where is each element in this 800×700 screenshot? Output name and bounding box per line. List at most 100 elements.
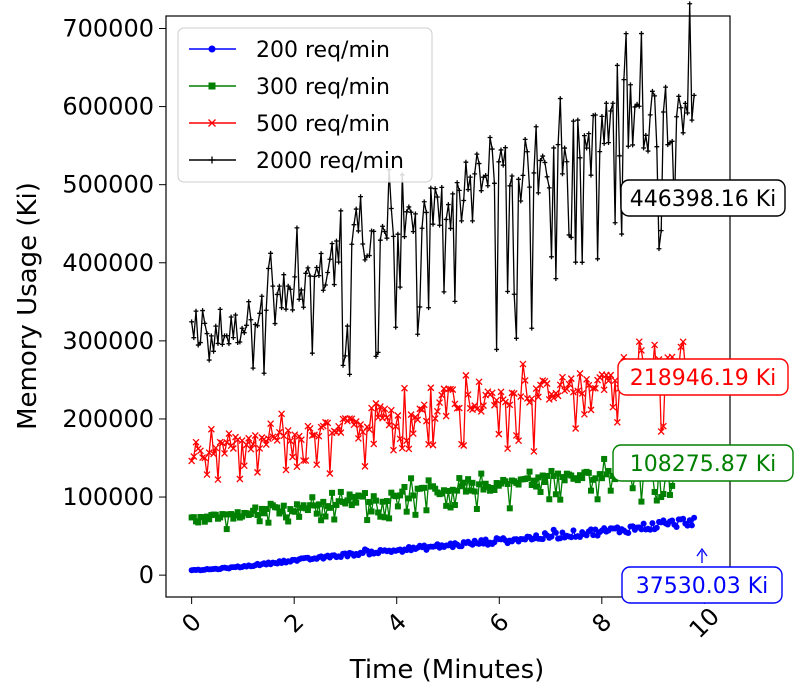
data-point [401, 483, 408, 490]
data-point [375, 509, 382, 516]
data-point [461, 198, 467, 203]
data-point [250, 365, 256, 371]
x-tick-label: 2 [279, 608, 310, 639]
data-point [660, 109, 666, 115]
data-point [645, 148, 651, 154]
data-point [322, 418, 329, 426]
data-point [542, 160, 548, 165]
data-point [397, 492, 404, 499]
data-point [559, 474, 566, 481]
data-point [564, 159, 570, 165]
data-point [257, 310, 263, 316]
data-point [208, 333, 214, 339]
data-point [548, 533, 555, 540]
data-point [442, 412, 450, 420]
data-point [348, 415, 356, 423]
data-point [592, 112, 598, 118]
data-point [549, 254, 554, 260]
data-point [395, 231, 401, 237]
data-point [377, 237, 383, 243]
data-point [555, 470, 562, 477]
data-point [568, 235, 574, 240]
data-point [336, 259, 342, 265]
data-point [224, 333, 230, 339]
data-point [297, 436, 305, 444]
data-point [290, 307, 295, 313]
data-point [588, 172, 594, 178]
data-point [489, 146, 495, 152]
data-point [298, 287, 304, 293]
data-point [248, 317, 254, 323]
data-point [529, 325, 535, 331]
data-point [364, 517, 371, 524]
data-point [405, 445, 413, 453]
data-point [651, 341, 659, 349]
data-point [501, 398, 509, 406]
data-point [445, 202, 451, 207]
data-point [259, 293, 265, 299]
data-point [320, 498, 327, 505]
x-tick-label: 6 [484, 608, 515, 639]
data-point [658, 494, 665, 501]
data-point [581, 133, 587, 139]
data-point [306, 424, 314, 432]
series-500-req-min [188, 338, 698, 483]
data-point [636, 103, 642, 109]
data-point [459, 218, 464, 224]
data-point [687, 1, 693, 7]
annotation-0: 37530.03 Ki [621, 566, 783, 604]
data-point [386, 515, 393, 522]
data-point [252, 504, 259, 511]
data-point [628, 82, 633, 88]
data-point [291, 508, 298, 515]
data-point [214, 476, 222, 483]
data-point [592, 475, 599, 482]
data-point [350, 421, 358, 429]
annotation-box [621, 566, 783, 604]
data-point [682, 100, 688, 106]
data-point [483, 173, 489, 178]
annotation-2: 218946.19 Ki [617, 358, 789, 396]
data-point [398, 444, 406, 452]
data-point [212, 511, 219, 518]
data-point [371, 228, 377, 234]
data-point [370, 440, 378, 448]
data-point [458, 483, 465, 490]
data-point [460, 479, 467, 486]
data-point [546, 185, 552, 191]
annotation-label: 446398.16 Ki [630, 187, 777, 212]
data-point [663, 84, 668, 90]
data-point [608, 108, 614, 114]
data-point [286, 437, 294, 445]
data-point [333, 501, 340, 508]
data-point [680, 515, 687, 522]
data-point [587, 487, 594, 494]
annotation-label: 37530.03 Ki [636, 574, 769, 599]
data-point [545, 395, 553, 403]
data-point [603, 471, 610, 478]
data-point [346, 491, 353, 498]
data-point [607, 371, 615, 379]
data-point [506, 401, 514, 409]
data-point [193, 308, 199, 314]
data-point [241, 330, 247, 336]
data-point [505, 289, 511, 294]
data-point [267, 420, 275, 428]
data-point [294, 225, 300, 231]
data-point [274, 504, 281, 511]
data-point [247, 511, 254, 518]
data-point [195, 519, 202, 526]
data-point [685, 110, 690, 116]
data-point [573, 259, 579, 265]
data-point [583, 375, 591, 383]
data-point [530, 477, 537, 484]
data-point [189, 319, 195, 325]
data-point [274, 292, 280, 297]
data-point [362, 257, 368, 263]
data-point [512, 432, 520, 439]
data-point [443, 502, 450, 509]
annotation-arrowhead [696, 547, 708, 557]
data-point [455, 404, 463, 412]
data-point [488, 389, 496, 397]
data-point [520, 172, 526, 178]
